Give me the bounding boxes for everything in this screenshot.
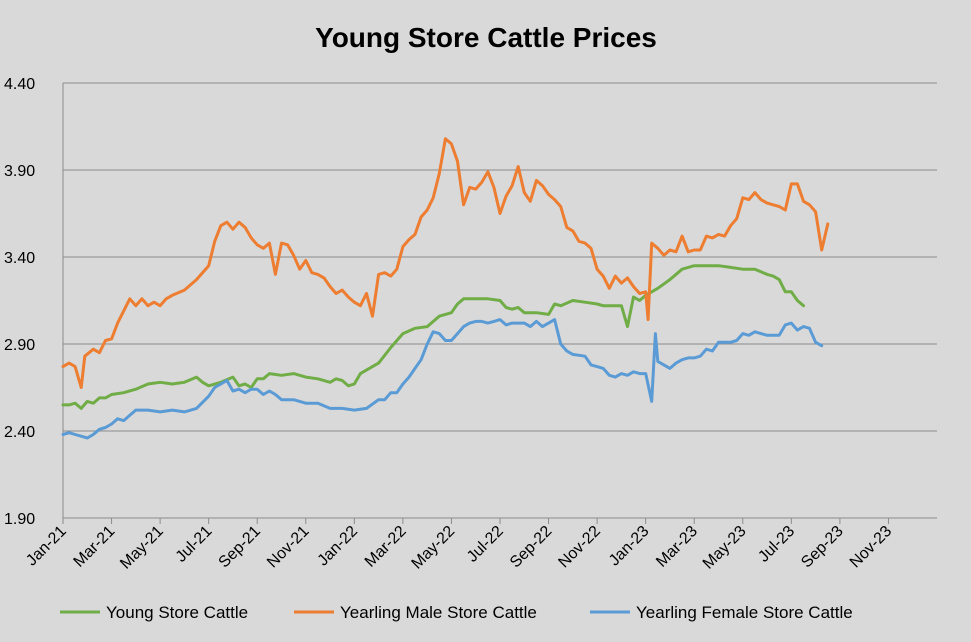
x-tick-label: Mar-23 bbox=[653, 523, 701, 571]
legend: Young Store Cattle Yearling Male Store Ca… bbox=[60, 603, 853, 622]
legend-label-3: Yearling Female Store Cattle bbox=[636, 603, 853, 622]
x-tick-label: Jul-22 bbox=[464, 523, 507, 566]
y-tick-label: 3.40 bbox=[4, 250, 35, 267]
x-tick-label: Sep-21 bbox=[216, 523, 265, 572]
series-line-2 bbox=[61, 137, 830, 389]
x-tick-label: Jan-22 bbox=[315, 523, 362, 570]
chart-title: Young Store Cattle Prices bbox=[315, 22, 657, 53]
x-tick-label: Nov-22 bbox=[555, 523, 604, 572]
x-tick-label: Sep-22 bbox=[507, 523, 556, 572]
x-tick-label: Jul-23 bbox=[755, 523, 798, 566]
x-tick-label: Jul-21 bbox=[173, 523, 216, 566]
x-tick-label: Mar-22 bbox=[362, 523, 410, 571]
y-tick-labels: 1.90 2.40 2.90 3.40 3.90 4.40 bbox=[4, 76, 35, 528]
y-tick-label: 3.90 bbox=[4, 163, 35, 180]
axes bbox=[62, 83, 937, 524]
x-tick-label: Sep-23 bbox=[798, 523, 847, 572]
x-tick-label: Jan-23 bbox=[606, 523, 653, 570]
x-tick-label: May-21 bbox=[117, 523, 167, 573]
x-tick-label: Jan-21 bbox=[23, 523, 70, 570]
y-tick-label: 4.40 bbox=[4, 76, 35, 93]
x-tick-label: Nov-21 bbox=[264, 523, 313, 572]
legend-label-1: Young Store Cattle bbox=[106, 603, 248, 622]
legend-label-2: Yearling Male Store Cattle bbox=[340, 603, 537, 622]
x-tick-label: May-22 bbox=[409, 523, 459, 573]
y-tick-label: 2.90 bbox=[4, 337, 35, 354]
x-tick-label: Mar-21 bbox=[71, 523, 119, 571]
y-tick-label: 1.90 bbox=[4, 511, 35, 528]
x-tick-label: May-23 bbox=[700, 523, 750, 573]
series-lines bbox=[61, 137, 830, 440]
gridlines bbox=[63, 82, 937, 432]
y-tick-label: 2.40 bbox=[4, 424, 35, 441]
x-tick-label: Nov-23 bbox=[847, 523, 896, 572]
series-line-3 bbox=[61, 318, 824, 440]
series-line-1 bbox=[61, 264, 805, 410]
